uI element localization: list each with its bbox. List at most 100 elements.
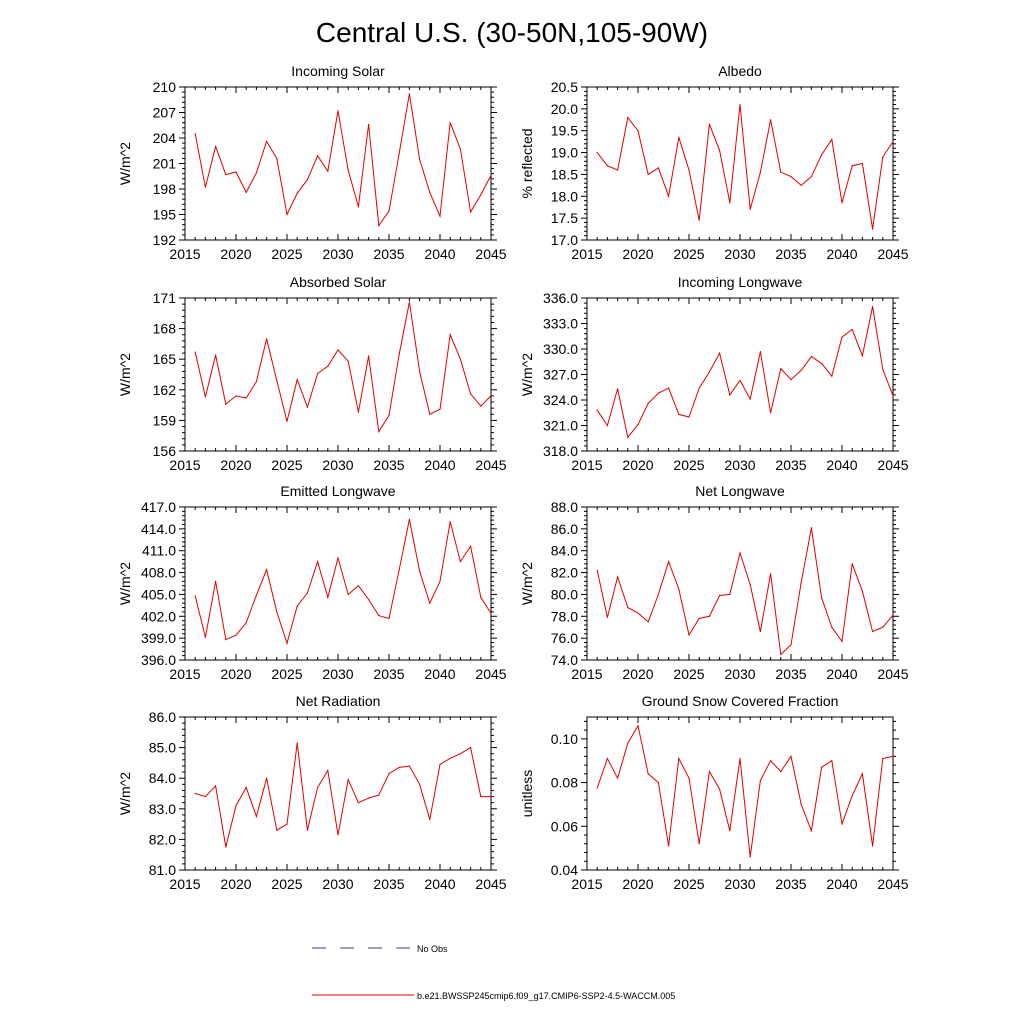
data-point [419, 158, 421, 160]
x-tick-label: 2025 [673, 457, 704, 473]
data-point [831, 626, 833, 628]
data-point [357, 411, 359, 413]
data-point [657, 593, 660, 596]
data-point [408, 301, 410, 303]
data-point [480, 596, 482, 598]
data-point [872, 305, 874, 308]
data-point [596, 569, 598, 571]
data-point [637, 612, 639, 614]
data-point [780, 653, 782, 656]
data-point [235, 395, 237, 397]
data-point [327, 170, 329, 172]
data-point [668, 561, 670, 563]
data-point [698, 843, 700, 845]
x-tick-label: 2035 [373, 876, 404, 892]
data-point [429, 191, 431, 193]
figure-title: Central U.S. (30-50N,105-90W) [316, 17, 708, 48]
data-point [780, 367, 782, 370]
data-point [398, 766, 400, 769]
data-point [810, 527, 813, 529]
y-tick-label: 417.0 [141, 499, 176, 515]
data-point [698, 617, 700, 620]
data-point [337, 110, 339, 112]
data-point [337, 834, 339, 836]
x-tick-label: 2040 [826, 666, 857, 682]
data-point [821, 766, 823, 768]
data-point [490, 795, 492, 798]
data-point [739, 552, 741, 554]
y-axis-label: W/m^2 [519, 562, 535, 605]
data-point [606, 165, 609, 167]
y-tick-label: 399.0 [141, 630, 176, 646]
data-point [194, 595, 196, 597]
data-point [490, 174, 492, 176]
data-point [800, 369, 802, 371]
data-point [276, 157, 278, 159]
data-point [739, 103, 741, 106]
chart-panel: Net Longwave W/m^2 2015 2020 2025 2030 2035 204… [519, 483, 909, 682]
data-point [861, 773, 864, 775]
data-point [194, 133, 196, 135]
data-point [388, 773, 390, 775]
data-point [627, 117, 629, 119]
data-point [861, 590, 864, 592]
data-point [449, 334, 451, 336]
data-point [606, 616, 609, 618]
panel-title: Net Longwave [695, 483, 785, 499]
data-point [749, 398, 751, 400]
data-point [688, 416, 690, 418]
x-tick-label: 2025 [271, 876, 302, 892]
y-tick-label: 81.0 [149, 862, 176, 878]
series-line [194, 519, 492, 645]
data-point [657, 167, 660, 169]
data-point [449, 757, 451, 759]
data-point [296, 192, 298, 194]
data-point [668, 845, 670, 847]
y-tick-label: 18.5 [551, 166, 578, 182]
x-tick-label: 2025 [271, 246, 302, 262]
data-point [708, 371, 711, 373]
data-point [821, 597, 823, 599]
y-tick-label: 76.0 [551, 630, 578, 646]
data-point [892, 755, 894, 757]
y-tick-label: 192 [153, 232, 177, 248]
data-point [606, 757, 609, 760]
y-tick-label: 17.0 [551, 232, 578, 248]
data-point [276, 611, 278, 613]
data-point [698, 219, 700, 221]
data-point [327, 769, 329, 772]
data-point [368, 355, 370, 357]
data-point [286, 213, 288, 216]
data-point [255, 172, 257, 174]
data-point [800, 803, 802, 806]
data-point [841, 640, 843, 643]
data-point [729, 593, 731, 596]
data-point [470, 211, 472, 213]
y-tick-label: 165 [153, 351, 177, 367]
data-point [872, 228, 874, 230]
series-line [194, 302, 492, 434]
data-point [882, 757, 884, 760]
chart-panel: Absorbed Solar W/m^2 2015 2020 2025 2030 2035 2… [117, 274, 507, 473]
y-tick-label: 84.0 [149, 770, 176, 786]
x-tick-label: 2025 [673, 876, 704, 892]
data-point [204, 186, 206, 188]
data-point [347, 360, 349, 362]
data-point [647, 773, 649, 775]
data-point [419, 783, 421, 785]
data-point [317, 561, 319, 563]
data-point [266, 338, 268, 340]
plot-frame [184, 716, 492, 871]
data-point [759, 171, 762, 173]
y-tick-label: 20.0 [551, 101, 578, 117]
data-point [719, 149, 721, 151]
y-tick-label: 402.0 [141, 608, 176, 624]
data-point [347, 593, 349, 596]
data-point [790, 755, 792, 757]
chart-panel: Albedo % reflected 2015 2020 2025 2030 2035 204… [519, 63, 909, 262]
y-tick-label: 321.0 [543, 418, 578, 434]
data-point [872, 845, 874, 847]
chart-panel: Incoming Longwave W/m^2 2015 2020 2025 2030 20… [519, 274, 909, 473]
data-point [851, 328, 853, 331]
x-tick-label: 2045 [475, 457, 506, 473]
